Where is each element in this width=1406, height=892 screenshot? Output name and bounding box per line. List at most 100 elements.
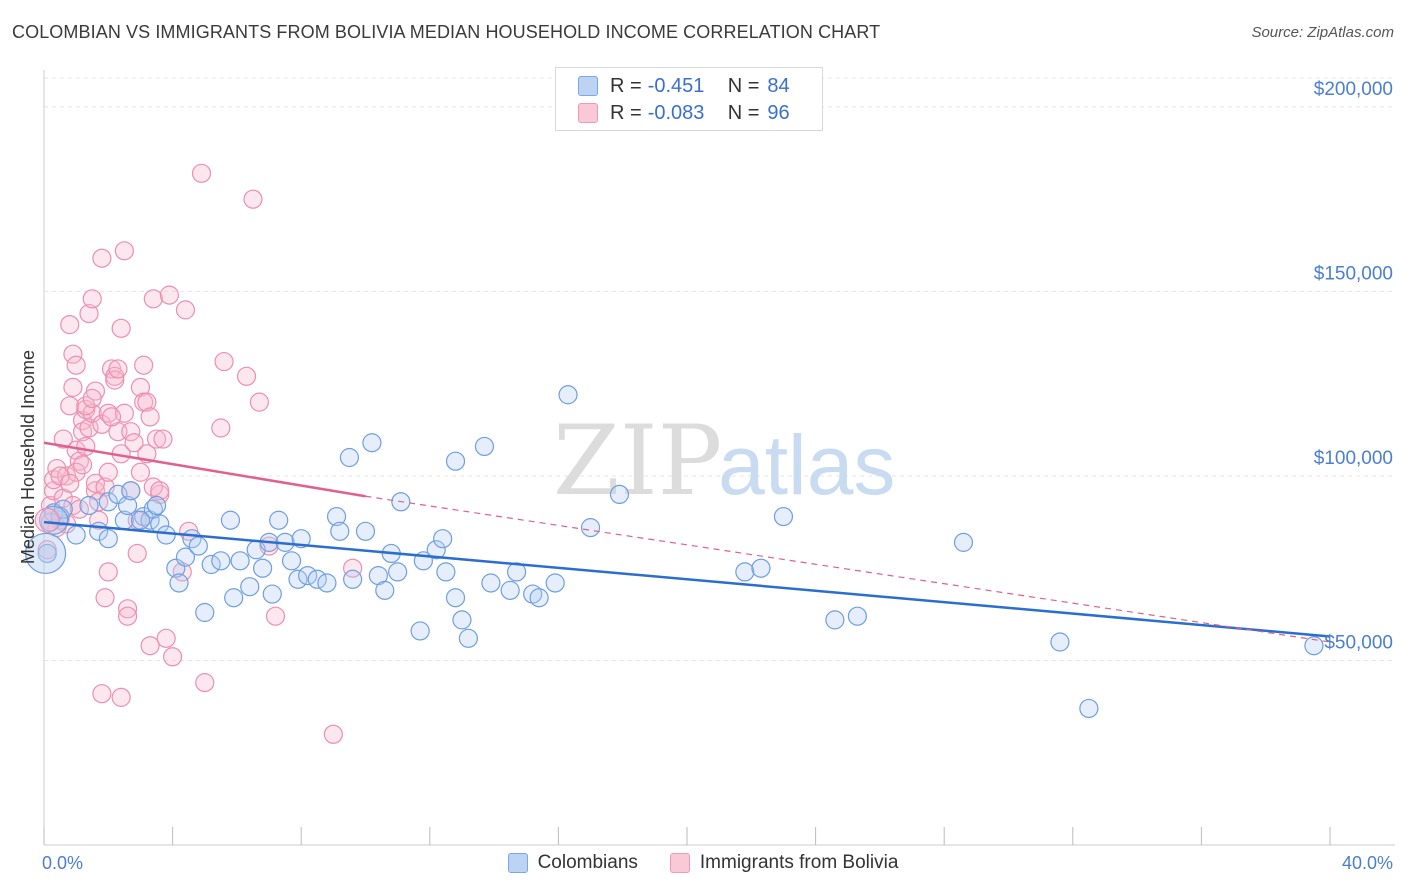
bolivia-point <box>60 396 80 416</box>
bolivia-point <box>105 370 125 390</box>
bolivia-point <box>79 303 99 324</box>
bolivia-point <box>50 466 70 486</box>
colombians-point <box>362 433 382 453</box>
bolivia-point <box>72 455 93 475</box>
chart-title: COLOMBIAN VS IMMIGRANTS FROM BOLIVIA MED… <box>12 22 881 42</box>
bolivia-point <box>60 473 80 493</box>
colombians-point <box>458 628 478 648</box>
correlation-legend: R = -0.451 N = 84 R = -0.083 N = 96 <box>555 67 823 131</box>
bolivia-point <box>98 562 118 582</box>
colombians-point <box>410 621 430 641</box>
colombians-point <box>288 569 308 589</box>
colombians-point <box>53 499 73 519</box>
bolivia-point <box>243 189 263 209</box>
large-point <box>34 507 60 533</box>
trend-bolivia-extension <box>365 495 1331 643</box>
colombians-point <box>98 529 118 549</box>
r-value: -0.083 <box>647 101 705 124</box>
bolivia-point <box>114 403 134 423</box>
n-label: N = <box>727 74 760 97</box>
bolivia-point <box>214 351 234 372</box>
colombians-point <box>188 536 208 556</box>
legend-item-colombians[interactable]: Colombians <box>507 852 638 874</box>
trend-lines <box>43 441 1331 643</box>
y-tick-label: $150,000 <box>1314 263 1393 284</box>
colombians-point <box>953 532 974 552</box>
series-legend: Colombians Immigrants from Bolivia <box>0 852 1406 874</box>
large-point <box>39 505 69 535</box>
bolivia-point <box>175 300 196 320</box>
colombians-point <box>201 554 221 575</box>
bolivia-point <box>72 410 93 431</box>
colombians-point <box>1304 636 1324 656</box>
colombians-point <box>169 573 189 593</box>
bolivia-point <box>146 429 167 449</box>
axes <box>43 70 1395 846</box>
bolivia-point <box>140 407 160 427</box>
colombians-point <box>388 562 408 582</box>
colombians-point <box>130 510 151 530</box>
bolivia-point <box>63 495 83 516</box>
large-point <box>25 532 67 575</box>
colombians-point <box>751 558 771 578</box>
bolivia-point <box>127 543 147 564</box>
colombians-point <box>445 588 466 608</box>
colombians-point <box>146 495 167 516</box>
colombians-point <box>281 551 302 571</box>
bolivia-point <box>137 392 157 412</box>
bolivia-point <box>82 388 102 409</box>
n-value: 96 <box>767 101 790 124</box>
r-value: -0.451 <box>647 74 705 97</box>
colombians-point <box>339 447 360 468</box>
colombians-point <box>433 529 453 549</box>
bolivia-point <box>111 687 131 707</box>
colombians-point <box>452 610 472 630</box>
bolivia-point <box>98 462 118 482</box>
colombians-point <box>121 481 141 501</box>
colombians-point <box>436 562 456 582</box>
colombians-point <box>1050 632 1070 652</box>
legend-swatch-pink <box>578 103 598 123</box>
bolivia-point <box>153 429 173 449</box>
colombians-point <box>825 610 845 630</box>
colombians-point <box>66 525 86 545</box>
colombians-point <box>529 588 549 608</box>
colombians-point <box>117 495 138 516</box>
bolivia-point <box>150 481 170 501</box>
bolivia-point <box>108 359 128 379</box>
watermark: ZIP atlas <box>553 405 895 517</box>
legend-row-colombians: R = -0.451 N = 84 <box>578 72 790 100</box>
bolivia-point <box>130 462 151 482</box>
bolivia-point <box>60 315 80 335</box>
bolivia-point <box>117 606 138 626</box>
axis-labels: $50,000 $100,000 $150,000 $200,000 0.0% 40.0%… <box>18 79 1393 873</box>
legend-item-bolivia[interactable]: Immigrants from Bolivia <box>669 852 898 874</box>
colombians-point <box>735 562 755 582</box>
colombians-point <box>558 385 578 405</box>
bolivia-point <box>195 673 215 693</box>
bolivia-point <box>111 318 131 338</box>
bolivia-point <box>163 647 183 667</box>
bolivia-point <box>76 396 96 416</box>
bolivia-point <box>89 492 109 512</box>
colombians-point <box>108 484 128 505</box>
colombians-point <box>298 565 318 586</box>
y-tick-label: $200,000 <box>1314 79 1393 100</box>
x-tick-label-min: 0.0% <box>42 853 83 873</box>
bolivia-point <box>134 355 154 375</box>
bolivia-point <box>172 562 192 582</box>
colombians-point <box>330 521 350 541</box>
bolivia-point <box>323 724 343 744</box>
colombians-point <box>847 606 867 626</box>
series-colombians-points <box>25 385 1324 719</box>
bolivia-point <box>85 473 106 493</box>
colombians-point <box>317 573 337 593</box>
colombians-point <box>307 569 327 589</box>
colombians-point <box>523 584 543 604</box>
bolivia-point <box>82 289 102 309</box>
trend-colombians <box>43 520 1331 638</box>
bolivia-point <box>63 344 83 364</box>
bolivia-point <box>140 636 160 656</box>
colombians-point <box>609 484 630 505</box>
